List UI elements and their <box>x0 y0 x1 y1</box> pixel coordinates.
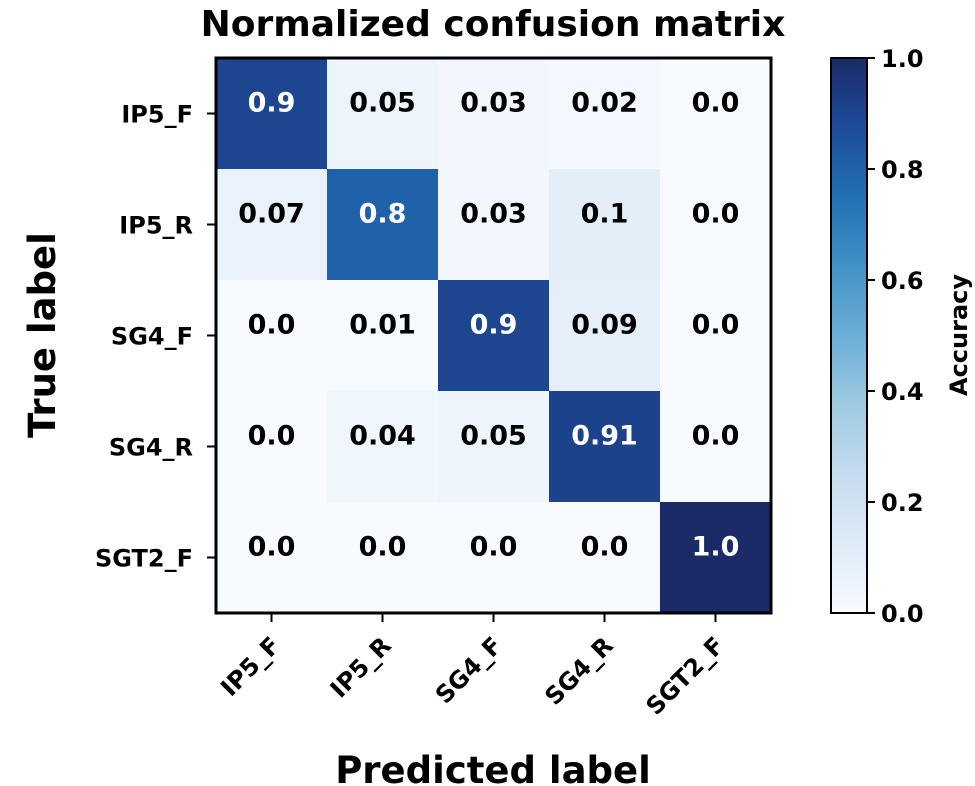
y-tick-label: SG4_F <box>111 323 193 351</box>
cell-value-label: 0.04 <box>349 421 416 452</box>
cell-value-label: 0.07 <box>238 199 305 230</box>
chart-title: Normalized confusion matrix <box>201 4 786 45</box>
colorbar-tick-label: 1.0 <box>881 45 924 73</box>
cell-value-label: 0.0 <box>470 532 518 563</box>
cell-value-label: 0.0 <box>581 532 629 563</box>
y-axis-label: True label <box>21 232 64 438</box>
colorbar-tick-label: 0.2 <box>881 489 924 517</box>
colorbar-tick-label: 0.6 <box>881 267 924 295</box>
colorbar-tick-label: 0.0 <box>881 600 924 628</box>
colorbar-label: Accuracy <box>945 274 973 396</box>
cell-value-label: 0.0 <box>692 88 740 119</box>
cell-value-label: 0.01 <box>349 310 416 341</box>
x-axis-ticks: IP5_F IP5_R SG4_F SG4_R SGT2_F <box>215 613 729 721</box>
x-tick-label: SG4_F <box>430 631 508 709</box>
cell-value-label: 0.0 <box>248 421 296 452</box>
cell-value-label: 0.02 <box>571 88 638 119</box>
y-tick-label: SGT2_F <box>95 545 193 573</box>
x-tick-label: SG4_R <box>539 631 618 710</box>
y-tick-label: IP5_R <box>119 212 193 240</box>
cell-value-label: 0.91 <box>571 421 638 452</box>
y-tick-label: SG4_R <box>109 434 193 462</box>
cell-value-label: 0.0 <box>692 421 740 452</box>
cell-value-label: 0.1 <box>581 199 629 230</box>
x-tick-label: SGT2_F <box>641 631 730 720</box>
cell-value-label: 0.0 <box>359 532 407 563</box>
y-tick-label: IP5_F <box>121 101 193 129</box>
cell-value-label: 0.03 <box>460 88 527 119</box>
confusion-matrix-chart: Normalized confusion matrix 0.9 0.05 0.03 0… <box>0 0 975 786</box>
y-axis-ticks: IP5_F IP5_R SG4_F SG4_R SGT2_F <box>95 101 216 573</box>
cell-value-label: 0.03 <box>460 199 527 230</box>
cell-value-label: 1.0 <box>692 532 740 563</box>
colorbar-ticks: 0.0 0.2 0.4 0.6 0.8 1.0 <box>867 45 924 628</box>
cell-value-label: 0.05 <box>349 88 416 119</box>
cell-value-label: 0.09 <box>571 310 638 341</box>
cell-value-label: 0.0 <box>692 310 740 341</box>
cell-value-label: 0.05 <box>460 421 527 452</box>
cell-value-label: 0.0 <box>692 199 740 230</box>
cell-value-label: 0.0 <box>248 310 296 341</box>
x-tick-label: IP5_R <box>325 631 397 703</box>
colorbar-tick-label: 0.8 <box>881 156 924 184</box>
x-tick-label: IP5_F <box>215 631 285 701</box>
cell-value-label: 0.9 <box>248 88 296 119</box>
cell-value-label: 0.8 <box>359 199 407 230</box>
cell-value-label: 0.9 <box>470 310 518 341</box>
x-axis-label: Predicted label <box>335 749 651 786</box>
colorbar-tick-label: 0.4 <box>881 378 924 406</box>
cell-value-label: 0.0 <box>248 532 296 563</box>
colorbar <box>831 58 867 613</box>
